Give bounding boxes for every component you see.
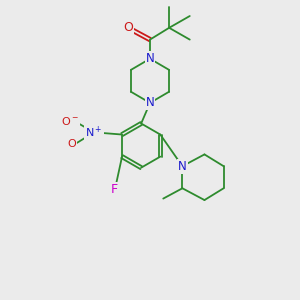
Text: N$^+$: N$^+$ xyxy=(85,125,103,140)
Text: O$^-$: O$^-$ xyxy=(61,115,79,127)
Text: N: N xyxy=(178,160,187,173)
Text: N: N xyxy=(146,52,154,65)
Text: N: N xyxy=(146,96,154,110)
Text: O: O xyxy=(123,21,133,34)
Text: O: O xyxy=(68,139,76,149)
Text: F: F xyxy=(111,183,118,196)
